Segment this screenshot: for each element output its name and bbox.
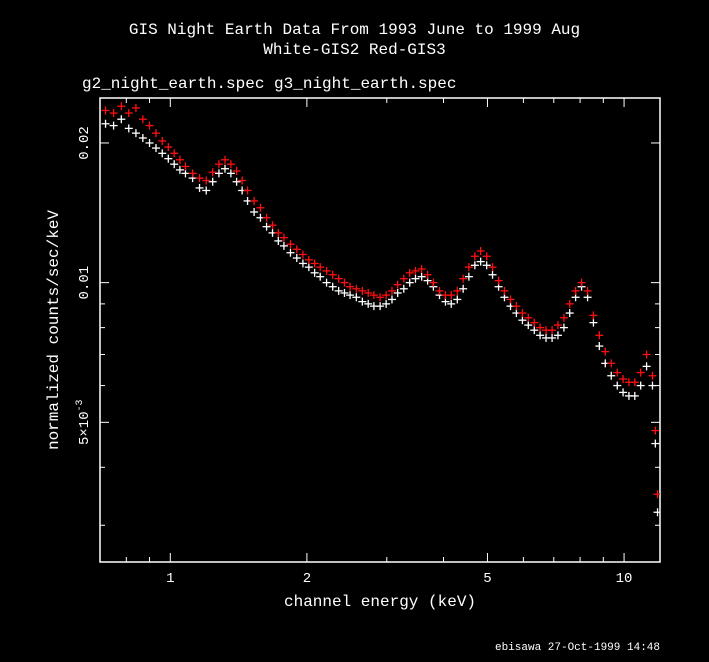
x-tick-label: 5	[483, 571, 491, 587]
x-tick-label: 2	[303, 571, 311, 587]
chart-title: GIS Night Earth Data From 1993 June to 1…	[129, 21, 580, 39]
chart-subtitle: White-GIS2 Red-GIS3	[263, 41, 445, 59]
x-tick-label: 10	[616, 571, 633, 587]
upper-left-label: g2_night_earth.spec g3_night_earth.spec	[82, 75, 456, 93]
x-axis-label: channel energy (keV)	[284, 593, 476, 611]
x-tick-label: 1	[166, 571, 174, 587]
y-axis-label: normalized counts/sec/keV	[45, 210, 63, 450]
y-tick-label: 0.01	[77, 266, 93, 300]
y-tick-label: 0.02	[77, 126, 93, 160]
credit-label: ebisawa 27-Oct-1999 14:48	[495, 642, 660, 654]
chart-root: 125105×10-30.010.02channel energy (keV)n…	[0, 0, 709, 662]
